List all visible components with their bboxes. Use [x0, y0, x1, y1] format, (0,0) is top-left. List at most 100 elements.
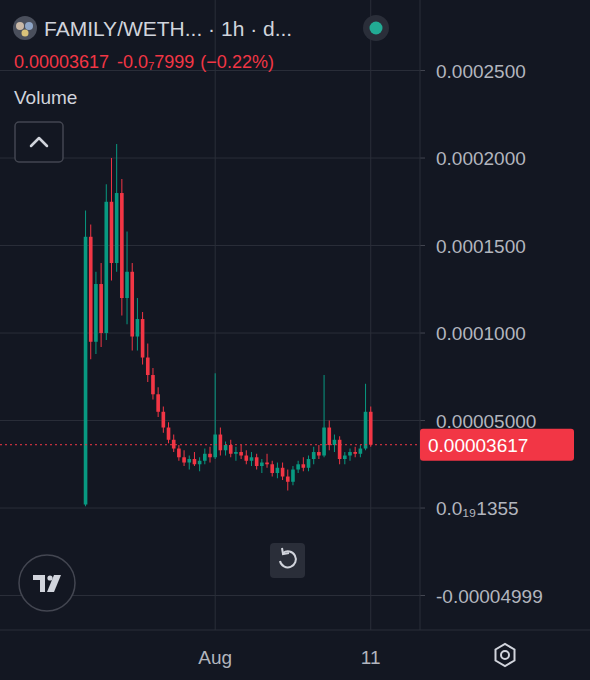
- candle-body: [208, 454, 212, 458]
- y-tick: [420, 420, 425, 421]
- price-line: 0.00003617 -0.0₇7999 (−0.22%): [14, 52, 274, 72]
- settings-gear[interactable]: [496, 644, 515, 666]
- candle-body: [172, 440, 176, 449]
- candle-body: [136, 319, 140, 337]
- candle-body: [146, 358, 150, 376]
- y-tick-label: 0.00005000: [436, 411, 536, 432]
- candle-body: [84, 237, 88, 505]
- tv-logo-v: [47, 575, 61, 592]
- chart-title: FAMILY/WETH... · 1h · d...: [44, 17, 292, 40]
- candles: [84, 144, 373, 506]
- settings-gear-hole: [501, 651, 509, 659]
- caret-icon: [31, 138, 47, 146]
- candle-body: [167, 428, 171, 440]
- candle-body: [364, 412, 368, 449]
- candle-body: [296, 464, 300, 469]
- candle-body: [348, 452, 352, 456]
- candle-body: [213, 435, 217, 458]
- y-axis-line: [420, 0, 421, 630]
- candle-body: [125, 272, 129, 298]
- candle-body: [110, 202, 114, 263]
- tv-logo[interactable]: [19, 555, 75, 611]
- y-tick-label: 0.0001000: [436, 323, 526, 344]
- candle-body: [353, 452, 357, 454]
- y-tick-label: 0.0₁₉1355: [436, 498, 519, 519]
- x-tick-label: Aug: [198, 647, 232, 668]
- chart-root: 0.0002500 0.0002000 0.0001500 0.0001000 0.00…: [0, 0, 590, 680]
- candle-body: [327, 428, 331, 446]
- y-tick: [420, 508, 425, 509]
- candle-body: [359, 449, 363, 454]
- last-price-label: 0.00003617: [428, 435, 528, 456]
- icon-face: [16, 22, 24, 30]
- icon-bg: [13, 16, 37, 40]
- y-tick-label: -0.00004999: [436, 586, 543, 607]
- candle-body: [281, 468, 285, 477]
- grid-line: [0, 508, 420, 509]
- candle-body: [265, 463, 269, 465]
- candle-body: [162, 412, 166, 428]
- candle-body: [291, 470, 295, 482]
- candle-body: [286, 477, 290, 482]
- y-tick: [420, 70, 425, 71]
- icon-face: [22, 30, 29, 37]
- grid-line: [0, 245, 420, 246]
- candle-body: [229, 445, 233, 454]
- candle-body: [307, 459, 311, 468]
- tv-logo-dot: [47, 575, 52, 580]
- header-price: 0.00003617: [14, 52, 109, 72]
- candle-body: [224, 445, 228, 450]
- candle-body: [317, 452, 321, 456]
- settings-button[interactable]: [496, 644, 515, 666]
- y-tick: [420, 158, 425, 159]
- candle-body: [203, 454, 207, 461]
- grid: [0, 0, 420, 630]
- header-change: -0.0₇7999: [117, 52, 194, 72]
- grid-line: [0, 333, 420, 334]
- reset-button-box[interactable]: [270, 543, 305, 578]
- candle-wick: [267, 454, 268, 468]
- candle-body: [115, 193, 119, 263]
- candle-body: [302, 464, 306, 468]
- header-change-pct: (−0.22%): [200, 52, 274, 72]
- status-ring: [363, 15, 389, 41]
- candle-body: [193, 459, 197, 464]
- grid-line-x: [370, 0, 371, 630]
- y-tick-label: 0.0002000: [436, 148, 526, 169]
- candle-body: [94, 284, 98, 342]
- grid-line-x: [215, 0, 216, 630]
- candle-body: [187, 459, 191, 463]
- x-tick-label: 11: [361, 647, 381, 668]
- grid-line: [0, 420, 420, 421]
- candle-body: [141, 319, 145, 358]
- icon-face: [25, 22, 33, 30]
- status-dot: [370, 22, 383, 35]
- candle-body: [219, 435, 223, 451]
- y-tick: [420, 333, 425, 334]
- last-price-box: [420, 429, 574, 461]
- candle-body: [130, 272, 134, 337]
- y-tick-label: 0.0001500: [436, 236, 526, 257]
- tv-logo-ring[interactable]: [19, 555, 75, 611]
- candle-body: [338, 440, 342, 459]
- candle-body: [151, 375, 155, 394]
- candle-body: [234, 452, 238, 454]
- collapse-button[interactable]: [15, 122, 63, 162]
- y-tick-label: 0.0002500: [436, 61, 526, 82]
- candle-body: [99, 284, 103, 333]
- candle-body: [182, 457, 186, 462]
- candle-body: [343, 456, 347, 460]
- tv-logo-t: [33, 575, 45, 592]
- candle-body: [322, 428, 326, 456]
- collapse-button-box[interactable]: [15, 122, 63, 162]
- candle-body: [276, 468, 280, 473]
- y-tick: [420, 245, 425, 246]
- candle-body: [255, 457, 259, 466]
- candle-body: [198, 461, 202, 465]
- reset-button[interactable]: [270, 543, 305, 578]
- candle-body: [244, 456, 248, 461]
- reset-arrow-head: [282, 548, 289, 554]
- candle-body: [120, 193, 124, 298]
- candle-body: [177, 449, 181, 458]
- volume-label: Volume: [14, 87, 77, 108]
